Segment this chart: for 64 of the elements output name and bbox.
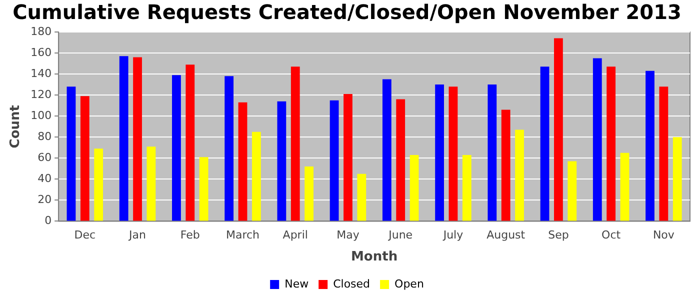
bar	[646, 70, 654, 221]
bar	[94, 148, 104, 221]
bar	[199, 157, 208, 221]
bar	[501, 110, 510, 221]
bar	[620, 152, 630, 221]
x-axis-title: Month	[351, 250, 398, 265]
bar	[304, 166, 314, 221]
bar	[410, 154, 419, 221]
bar	[659, 86, 668, 221]
x-tick-label: August	[486, 228, 526, 242]
bar	[592, 58, 602, 221]
x-tick-label: Feb	[180, 228, 200, 242]
y-tick-label: 120	[30, 88, 52, 101]
bar	[133, 57, 142, 221]
bar	[515, 130, 524, 221]
bar	[357, 174, 366, 221]
y-tick-label: 60	[38, 150, 52, 164]
x-tick-label: Dec	[74, 228, 96, 242]
chart-title: Cumulative Requests Created/Closed/Open November 2013	[12, 0, 682, 24]
x-tick-label: March	[226, 228, 260, 242]
y-tick-label: 100	[30, 108, 52, 122]
y-tick-label: 80	[38, 130, 52, 143]
bar	[66, 86, 76, 221]
bar	[540, 66, 550, 221]
bar	[146, 146, 156, 221]
legend-label: New	[284, 277, 309, 290]
x-tick-label: Jan	[128, 228, 146, 242]
bar	[435, 84, 444, 221]
y-tick-label: 160	[30, 46, 52, 59]
x-tick-label: Sep	[548, 228, 569, 242]
x-tick-label: April	[282, 228, 308, 242]
bar	[606, 66, 616, 221]
x-tick-label: July	[442, 228, 464, 242]
bar	[186, 64, 195, 221]
bar	[80, 96, 90, 221]
bar	[277, 101, 286, 221]
bar	[382, 79, 392, 221]
bar	[344, 94, 352, 221]
bar	[462, 154, 472, 221]
y-tick-label: 40	[38, 172, 52, 186]
x-tick-label: Oct	[602, 228, 622, 242]
y-tick-label: 0	[44, 214, 52, 228]
bar	[172, 75, 181, 221]
bar	[448, 86, 458, 221]
y-tick-label: 180	[30, 24, 52, 38]
bar	[290, 66, 300, 221]
bar	[238, 102, 248, 221]
x-tick-label: Nov	[652, 228, 675, 242]
y-tick-label: 140	[30, 66, 52, 80]
y-axis-title: Count	[8, 105, 24, 148]
bar	[568, 161, 577, 221]
bar	[252, 132, 261, 221]
legend-label: Open	[394, 277, 424, 290]
bar	[672, 137, 682, 221]
bar	[224, 76, 234, 221]
legend-label: Closed	[333, 277, 370, 290]
x-tick-label: June	[388, 228, 413, 242]
y-tick-label: 20	[38, 193, 52, 206]
bar	[330, 100, 339, 221]
bar	[396, 99, 406, 221]
bar	[119, 56, 128, 221]
bar	[488, 84, 497, 221]
x-tick-label: May	[336, 228, 360, 242]
bar	[554, 38, 563, 221]
